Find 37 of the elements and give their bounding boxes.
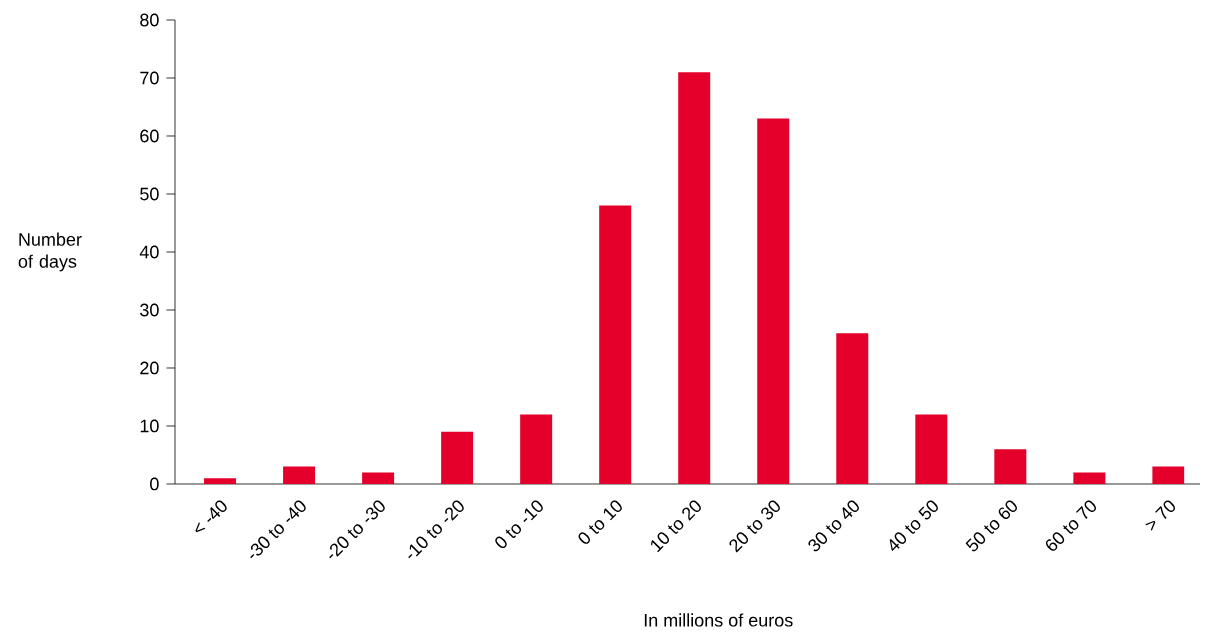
y-tick-label: 50 bbox=[140, 187, 159, 201]
x-tick-label: 30 to 40 bbox=[808, 500, 859, 552]
y-tick-label: 60 bbox=[140, 129, 159, 143]
bar bbox=[441, 431, 474, 484]
x-tick-label: 20 to 30 bbox=[729, 500, 780, 553]
bar bbox=[1073, 472, 1106, 484]
y-axis-title: Number of days bbox=[18, 232, 82, 272]
bar bbox=[599, 205, 632, 484]
x-tick-label: 10 to 20 bbox=[650, 500, 701, 553]
x-tick-label: 60 to 70 bbox=[1045, 500, 1097, 551]
bar bbox=[836, 333, 869, 484]
x-tick-label: 50 to 60 bbox=[965, 500, 1017, 552]
y-tick-label: 20 bbox=[140, 361, 159, 375]
bar bbox=[204, 478, 237, 484]
x-tick-label: 0 to -10 bbox=[495, 500, 543, 549]
x-tick-label: -10 to -20 bbox=[408, 500, 464, 559]
x-tick-label: < -40 bbox=[195, 500, 227, 533]
x-tick-label: -30 to -40 bbox=[250, 500, 306, 559]
x-tick-label: > 70 bbox=[1145, 500, 1176, 531]
y-tick-label: 0 bbox=[150, 477, 159, 491]
bar bbox=[1152, 466, 1185, 484]
bar bbox=[283, 466, 316, 484]
x-tick-label: -20 to -30 bbox=[329, 500, 385, 559]
y-tick-label: 80 bbox=[140, 13, 159, 27]
bar bbox=[678, 72, 711, 484]
bar bbox=[520, 414, 553, 484]
y-tick-label: 10 bbox=[140, 419, 159, 433]
bar bbox=[362, 472, 395, 484]
y-tick-label: 70 bbox=[140, 71, 159, 85]
x-tick-label: 0 to 10 bbox=[578, 500, 622, 544]
y-tick-label: 40 bbox=[139, 245, 159, 259]
x-tick-label: 40 to 50 bbox=[889, 500, 938, 551]
bar bbox=[757, 118, 790, 484]
y-tick-label: 30 bbox=[140, 303, 159, 317]
x-axis-title: In millions of euros bbox=[644, 613, 793, 627]
bar bbox=[915, 414, 948, 484]
bar bbox=[994, 449, 1027, 484]
